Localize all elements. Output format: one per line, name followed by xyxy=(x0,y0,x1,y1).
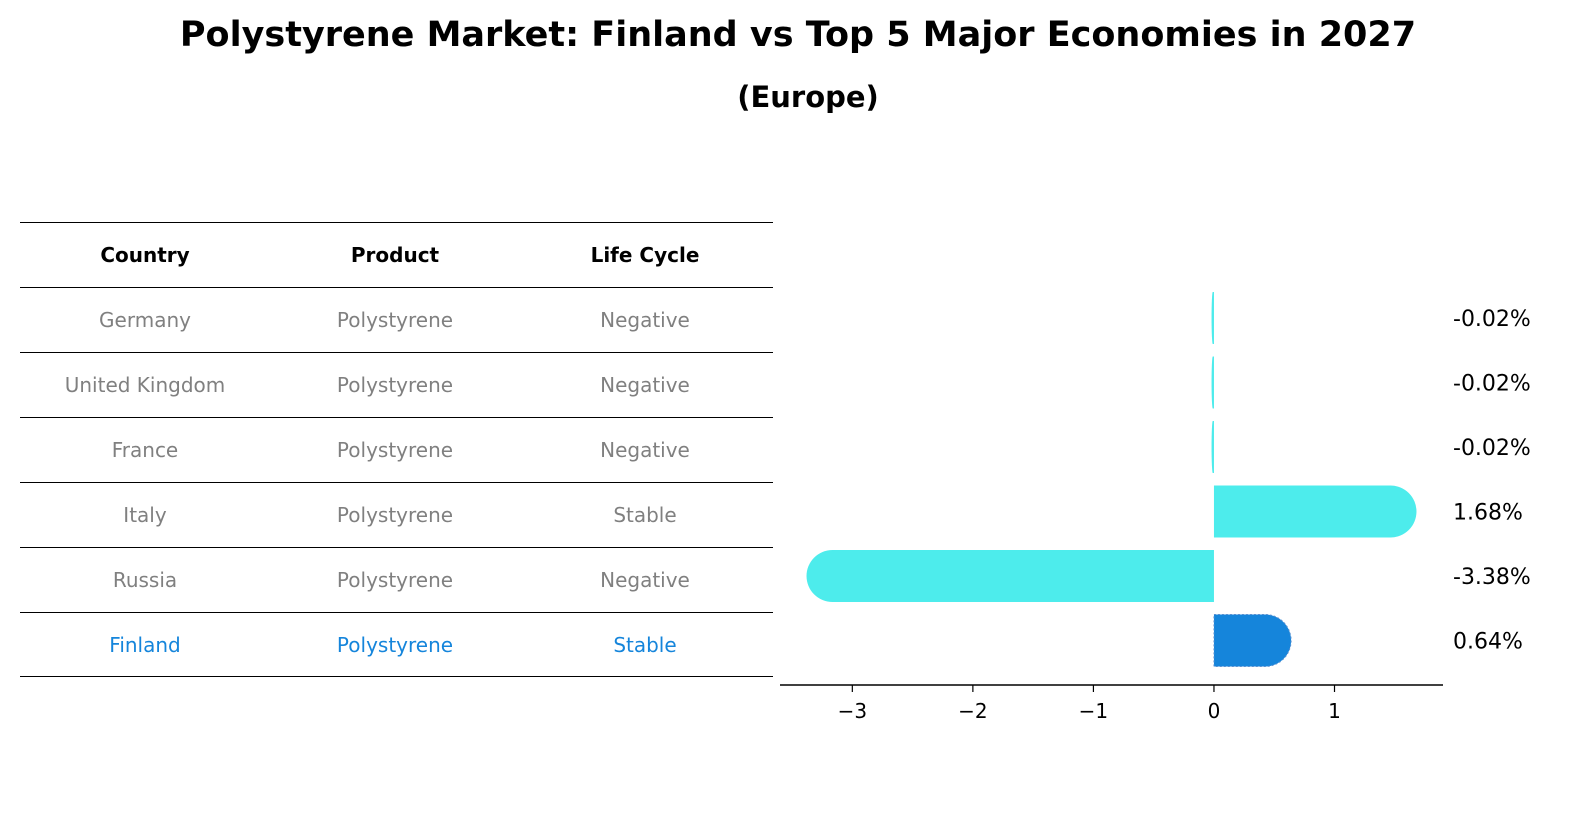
product-cell: Polystyrene xyxy=(336,438,454,462)
data-label: 1.68% xyxy=(1453,501,1523,526)
life-cycle-cell: Negative xyxy=(600,568,690,592)
data-label: 0.64% xyxy=(1453,630,1523,655)
bar-italy xyxy=(1213,485,1417,538)
country-cell: Finland xyxy=(109,632,181,657)
table-row: Russia Polystyrene Negative xyxy=(20,547,773,612)
bar-france xyxy=(1211,421,1214,473)
x-tick-label: −3 xyxy=(838,699,867,723)
comparison-table: Country Product Life Cycle Germany Polys… xyxy=(20,222,773,677)
life-cycle-cell: Stable xyxy=(613,503,677,527)
header-product: Product xyxy=(350,243,440,267)
table-row-highlighted: Finland Polystyrene Stable xyxy=(20,612,773,677)
life-cycle-cell: Negative xyxy=(600,438,690,462)
product-cell: Polystyrene xyxy=(336,373,454,397)
data-label: -3.38% xyxy=(1453,565,1531,590)
bar-united-kingdom xyxy=(1211,356,1214,409)
product-cell: Polystyrene xyxy=(336,308,454,332)
x-tick-label: 1 xyxy=(1328,699,1341,723)
bar-chart: -0.02% -0.02% -0.02% 1.68% -3.38% 0.64% −3 −2 −1… xyxy=(780,292,1531,723)
life-cycle-cell: Negative xyxy=(600,373,690,397)
data-label: -0.02% xyxy=(1453,436,1531,461)
life-cycle-cell: Negative xyxy=(600,308,690,332)
product-cell: Polystyrene xyxy=(336,568,454,592)
data-label: -0.02% xyxy=(1453,307,1531,332)
bar-russia xyxy=(806,550,1214,602)
x-tick-label: −2 xyxy=(958,699,987,723)
table-header-row: Country Product Life Cycle xyxy=(20,222,773,287)
table-row: Italy Polystyrene Stable xyxy=(20,482,773,547)
x-tick-label: 0 xyxy=(1208,699,1221,723)
x-tick-label: −1 xyxy=(1079,699,1108,723)
table-row: France Polystyrene Negative xyxy=(20,417,773,482)
table-row: Germany Polystyrene Negative xyxy=(20,287,773,352)
country-cell: Italy xyxy=(123,503,167,527)
table-row: United Kingdom Polystyrene Negative xyxy=(20,352,773,417)
header-country: Country xyxy=(100,243,190,267)
product-cell: Polystyrene xyxy=(336,503,454,527)
chart-title: Polystyrene Market: Finland vs Top 5 Maj… xyxy=(179,15,1417,55)
life-cycle-cell: Stable xyxy=(613,632,677,657)
data-label: -0.02% xyxy=(1453,372,1531,397)
country-cell: Germany xyxy=(99,308,191,332)
country-cell: United Kingdom xyxy=(64,373,226,397)
header-life-cycle: Life Cycle xyxy=(590,243,700,267)
chart-subtitle: (Europe) xyxy=(737,80,879,114)
country-cell: France xyxy=(111,438,179,462)
product-cell: Polystyrene xyxy=(336,632,454,657)
bar-finland xyxy=(1213,614,1292,667)
bar-germany xyxy=(1211,292,1214,344)
country-cell: Russia xyxy=(112,568,178,592)
